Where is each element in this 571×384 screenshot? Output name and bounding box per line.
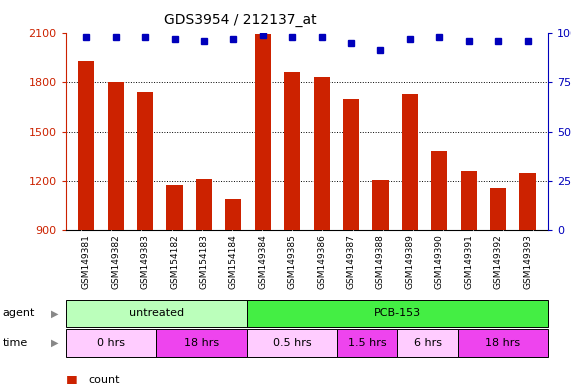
Bar <box>107 82 124 230</box>
Text: untreated: untreated <box>128 308 184 318</box>
Text: GDS3954 / 212137_at: GDS3954 / 212137_at <box>163 13 316 27</box>
Text: GSM149388: GSM149388 <box>376 234 385 289</box>
Text: GSM149392: GSM149392 <box>494 234 502 288</box>
Bar <box>490 187 506 230</box>
Text: 0.5 hrs: 0.5 hrs <box>272 338 311 348</box>
Bar <box>402 94 418 230</box>
Text: GSM149387: GSM149387 <box>347 234 356 289</box>
Bar <box>313 77 329 230</box>
Text: ▶: ▶ <box>50 308 58 318</box>
Text: GSM154183: GSM154183 <box>199 234 208 289</box>
Text: 1.5 hrs: 1.5 hrs <box>348 338 387 348</box>
Text: time: time <box>3 338 28 348</box>
Bar <box>431 151 448 230</box>
Text: 18 hrs: 18 hrs <box>184 338 219 348</box>
Text: GSM149385: GSM149385 <box>288 234 297 289</box>
Text: GSM149381: GSM149381 <box>82 234 91 289</box>
Text: GSM149382: GSM149382 <box>111 234 120 288</box>
Text: GSM149393: GSM149393 <box>523 234 532 289</box>
Text: ■: ■ <box>66 373 78 384</box>
Text: PCB-153: PCB-153 <box>374 308 421 318</box>
Text: 6 hrs: 6 hrs <box>413 338 441 348</box>
Bar <box>284 72 300 230</box>
Text: 18 hrs: 18 hrs <box>485 338 521 348</box>
Bar <box>520 173 536 230</box>
Bar <box>255 34 271 230</box>
Text: ▶: ▶ <box>50 338 58 348</box>
Text: count: count <box>89 375 120 384</box>
Text: GSM149383: GSM149383 <box>140 234 150 289</box>
Text: GSM154182: GSM154182 <box>170 234 179 288</box>
Text: GSM149384: GSM149384 <box>258 234 267 288</box>
Text: 0 hrs: 0 hrs <box>97 338 125 348</box>
Text: GSM154184: GSM154184 <box>229 234 238 288</box>
Text: agent: agent <box>3 308 35 318</box>
Bar <box>226 199 242 230</box>
Text: GSM149390: GSM149390 <box>435 234 444 289</box>
Bar <box>137 92 153 230</box>
Text: GSM149391: GSM149391 <box>464 234 473 289</box>
Bar <box>343 99 359 230</box>
Bar <box>166 185 183 230</box>
Bar <box>196 179 212 230</box>
Bar <box>372 180 388 230</box>
Bar <box>461 171 477 230</box>
Text: GSM149386: GSM149386 <box>317 234 326 289</box>
Bar <box>78 61 94 230</box>
Text: GSM149389: GSM149389 <box>405 234 415 289</box>
